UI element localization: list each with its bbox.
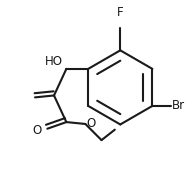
Text: O: O — [86, 116, 96, 130]
Text: HO: HO — [45, 55, 63, 68]
Text: F: F — [117, 6, 124, 19]
Text: Br: Br — [172, 99, 185, 112]
Text: O: O — [32, 124, 42, 137]
